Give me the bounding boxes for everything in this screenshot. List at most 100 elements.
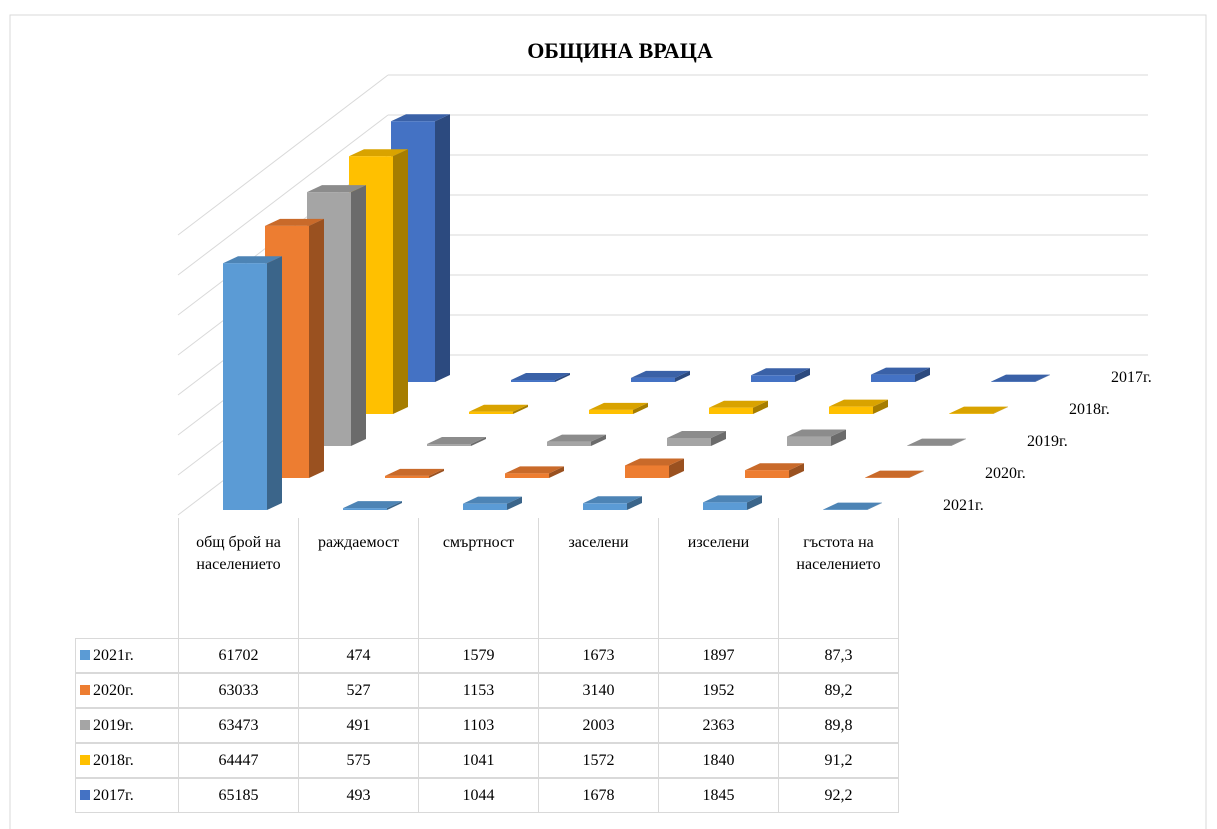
bar-top <box>391 114 450 122</box>
series-label: 2021г. <box>943 497 984 514</box>
category-header: смъртност <box>418 518 539 639</box>
table-cell: 575 <box>298 743 419 778</box>
bar-top <box>223 256 282 264</box>
table-cell: 89,8 <box>778 708 899 743</box>
bar-side <box>747 495 762 510</box>
legend-label: 2019г. <box>93 717 134 734</box>
bar <box>223 263 267 510</box>
series-label: 2019г. <box>1027 433 1068 450</box>
bar <box>469 411 513 414</box>
bar-top <box>631 370 690 378</box>
series-label: 2020г. <box>985 465 1026 482</box>
bar-side <box>351 185 366 446</box>
bar-side <box>387 501 402 510</box>
bar-top <box>583 496 642 504</box>
bar-side <box>309 218 324 479</box>
grid-line <box>177 114 389 276</box>
bar-side <box>951 438 966 446</box>
bar <box>667 437 711 446</box>
table-cell: 64447 <box>178 743 299 778</box>
bar-top <box>667 430 726 438</box>
table-cell: 1897 <box>658 638 779 673</box>
table-cell: 1572 <box>538 743 659 778</box>
table-cell: 65185 <box>178 778 299 813</box>
bar-side <box>267 256 282 510</box>
table-cell: 63033 <box>178 673 299 708</box>
bar-top <box>307 185 366 193</box>
table-cell: 1673 <box>538 638 659 673</box>
bar <box>829 406 873 414</box>
legend-label: 2017г. <box>93 787 134 804</box>
category-header: изселени <box>658 518 779 639</box>
bar <box>703 502 747 510</box>
bar <box>505 473 549 478</box>
bar <box>589 409 633 414</box>
bar-top <box>625 458 684 466</box>
category-header: раждаемост <box>298 518 419 639</box>
bar-side <box>555 373 570 382</box>
bar-top <box>871 367 930 375</box>
legend-entry: 2020г. <box>75 673 179 708</box>
table-cell: 3140 <box>538 673 659 708</box>
legend-entry: 2019г. <box>75 708 179 743</box>
bar-top <box>709 400 768 408</box>
table-cell: 1153 <box>418 673 539 708</box>
bar <box>583 503 627 510</box>
bar-side <box>831 429 846 446</box>
table-cell: 87,3 <box>778 638 899 673</box>
table-cell: 63473 <box>178 708 299 743</box>
bar <box>625 465 669 478</box>
table-cell: 491 <box>298 708 419 743</box>
bar-top <box>823 502 882 510</box>
bar-side <box>429 468 444 478</box>
table-cell: 1044 <box>418 778 539 813</box>
bar-top <box>427 437 486 445</box>
table-cell: 1952 <box>658 673 779 708</box>
table-cell: 91,2 <box>778 743 899 778</box>
table-cell: 61702 <box>178 638 299 673</box>
bar-side <box>591 434 606 446</box>
bar-side <box>795 368 810 382</box>
category-header: гъстота на населението <box>778 518 899 639</box>
bar-top <box>751 368 810 376</box>
table-cell: 527 <box>298 673 419 708</box>
bar-side <box>549 466 564 478</box>
bar-top <box>511 373 570 381</box>
bar-side <box>1035 374 1050 382</box>
table-cell: 89,2 <box>778 673 899 708</box>
bar-side <box>507 496 522 510</box>
bar-side <box>675 370 690 382</box>
bar-side <box>711 430 726 446</box>
bar-side <box>471 437 486 446</box>
legend-label: 2021г. <box>93 647 134 664</box>
legend-key <box>80 790 90 800</box>
bar-side <box>993 406 1008 414</box>
table-cell: 1041 <box>418 743 539 778</box>
table-cell: 2003 <box>538 708 659 743</box>
category-header: общ брой на населението <box>178 518 299 639</box>
grid-line <box>177 74 389 236</box>
table-cell: 1103 <box>418 708 539 743</box>
chart-title: ОБЩИНА ВРАЦА <box>527 38 713 63</box>
bar-side <box>669 458 684 478</box>
legend-label: 2018г. <box>93 752 134 769</box>
bar-top <box>505 466 564 474</box>
legend-key <box>80 685 90 695</box>
table-cell: 1579 <box>418 638 539 673</box>
legend-entry: 2021г. <box>75 638 179 673</box>
table-cell: 1678 <box>538 778 659 813</box>
bar-top <box>265 218 324 226</box>
table-cell: 1840 <box>658 743 779 778</box>
bar-top <box>547 434 606 442</box>
legend-key <box>80 755 90 765</box>
bar-side <box>435 114 450 382</box>
bar-top <box>463 496 522 504</box>
legend-entry: 2018г. <box>75 743 179 778</box>
legend-label: 2020г. <box>93 682 134 699</box>
bar-side <box>909 470 924 478</box>
table-cell: 92,2 <box>778 778 899 813</box>
bar-top <box>829 399 888 407</box>
bar-side <box>867 502 882 510</box>
